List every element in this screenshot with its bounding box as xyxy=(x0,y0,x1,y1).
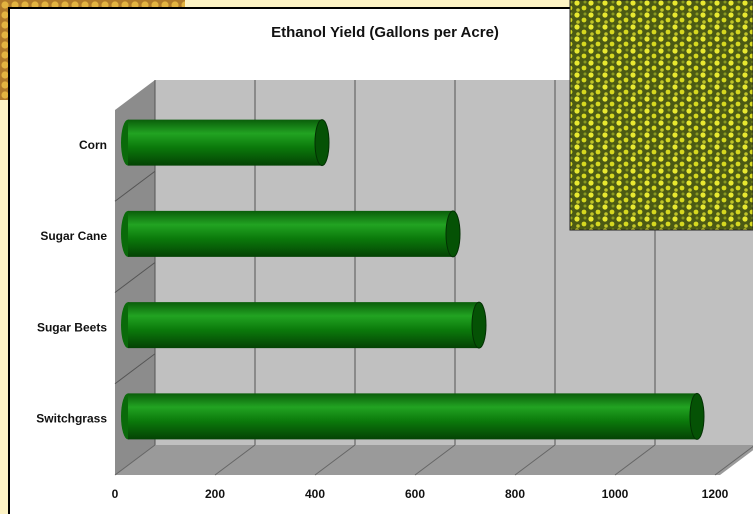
y-tick-label: Switchgrass xyxy=(36,412,107,426)
bar xyxy=(128,302,479,349)
wall-line xyxy=(114,170,156,202)
x-tick-label: 200 xyxy=(205,487,225,501)
y-tick-label: Sugar Cane xyxy=(40,229,107,243)
bar-end-cap xyxy=(689,392,705,440)
floor-grid-line xyxy=(314,444,356,476)
floor-grid-line xyxy=(714,445,753,476)
bar xyxy=(128,119,322,166)
bar-end-cap xyxy=(445,210,461,258)
chart-title: Ethanol Yield (Gallons per Acre) xyxy=(271,24,499,41)
floor-grid-line xyxy=(114,444,156,476)
floor xyxy=(115,445,753,475)
floor-grid-line xyxy=(214,444,256,476)
field-photo xyxy=(569,0,753,231)
bar-end-cap xyxy=(471,301,487,349)
bar xyxy=(128,210,453,257)
wall-line xyxy=(114,262,156,293)
x-tick-label: 600 xyxy=(405,487,425,501)
y-tick-label: Sugar Beets xyxy=(37,320,107,334)
bar xyxy=(128,393,697,440)
y-tick-label: Corn xyxy=(79,138,107,152)
x-tick-label: 400 xyxy=(305,487,325,501)
x-tick-label: 1200 xyxy=(702,487,729,501)
bar-end-cap xyxy=(314,119,330,167)
floor-grid-line xyxy=(514,444,556,476)
floor-grid-line xyxy=(614,444,656,476)
floor-grid-line xyxy=(414,444,456,476)
x-tick-label: 0 xyxy=(112,487,119,501)
x-tick-label: 800 xyxy=(505,487,525,501)
wall-line xyxy=(114,353,156,385)
x-tick-label: 1000 xyxy=(602,487,629,501)
